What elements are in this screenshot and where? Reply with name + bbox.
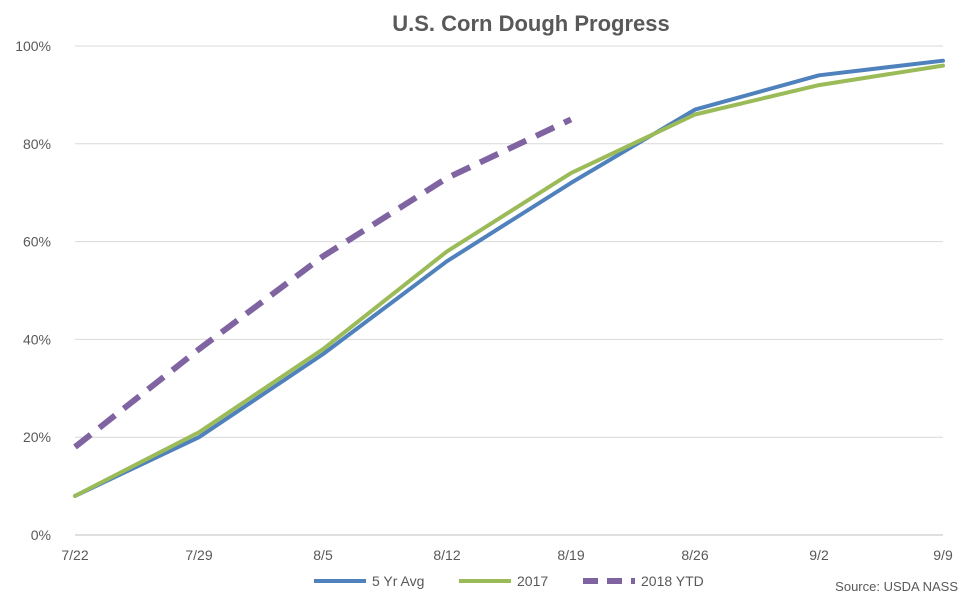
source-note: Source: USDA NASS (835, 579, 958, 594)
x-tick-label: 8/12 (433, 547, 460, 563)
y-axis-ticks: 0% 20% 40% 60% 80% 100% (15, 38, 51, 543)
gridlines (75, 45, 943, 536)
series-line-5-yr-avg (73, 58, 945, 498)
x-tick-label: 9/9 (933, 547, 953, 563)
x-tick-label: 7/22 (61, 547, 88, 563)
series-lines (73, 58, 945, 498)
series-line-2018-ytd (73, 116, 573, 450)
y-tick-label: 0% (31, 527, 51, 543)
chart-title: U.S. Corn Dough Progress (392, 11, 669, 36)
y-tick-label: 80% (23, 136, 51, 152)
x-tick-label: 8/5 (313, 547, 333, 563)
series-line-2017 (73, 63, 945, 498)
y-tick-label: 40% (23, 331, 51, 347)
legend-label: 5 Yr Avg (372, 573, 424, 589)
legend: 5 Yr Avg 2017 2018 YTD (314, 573, 704, 589)
y-tick-label: 20% (23, 429, 51, 445)
x-tick-label: 8/19 (557, 547, 584, 563)
y-tick-label: 100% (15, 38, 51, 54)
x-axis-ticks: 7/22 7/29 8/5 8/12 8/19 8/26 9/2 9/9 (61, 547, 953, 563)
x-tick-label: 8/26 (681, 547, 708, 563)
y-tick-label: 60% (23, 234, 51, 250)
legend-label: 2018 YTD (641, 573, 704, 589)
legend-label: 2017 (517, 573, 548, 589)
x-tick-label: 9/2 (809, 547, 829, 563)
x-tick-label: 7/29 (185, 547, 212, 563)
